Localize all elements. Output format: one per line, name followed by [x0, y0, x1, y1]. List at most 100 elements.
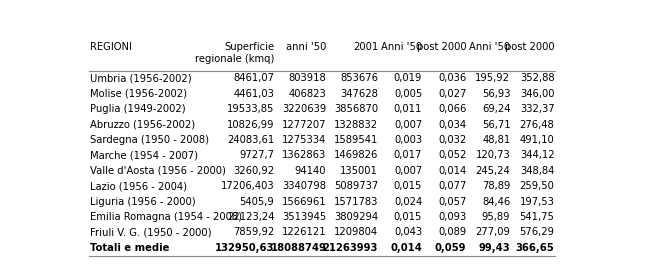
Text: 1226121: 1226121 [282, 227, 326, 237]
Text: 3260,92: 3260,92 [233, 166, 274, 176]
Text: 3856870: 3856870 [334, 104, 378, 114]
Text: 4461,03: 4461,03 [233, 89, 274, 99]
Text: Umbria (1956-2002): Umbria (1956-2002) [90, 73, 191, 83]
Text: 132950,63: 132950,63 [215, 243, 274, 253]
Text: 3220639: 3220639 [282, 104, 326, 114]
Text: 0,027: 0,027 [438, 89, 466, 99]
Text: Sardegna (1950 - 2008): Sardegna (1950 - 2008) [90, 135, 209, 145]
Text: 344,12: 344,12 [520, 150, 555, 160]
Text: 69,24: 69,24 [482, 104, 510, 114]
Text: 0,066: 0,066 [438, 104, 466, 114]
Text: 120,73: 120,73 [476, 150, 510, 160]
Text: 3809294: 3809294 [334, 212, 378, 222]
Text: 0,057: 0,057 [438, 197, 466, 207]
Text: 0,015: 0,015 [394, 181, 422, 191]
Text: 1275334: 1275334 [282, 135, 326, 145]
Text: 1277207: 1277207 [282, 119, 326, 130]
Text: 0,032: 0,032 [438, 135, 466, 145]
Text: 5089737: 5089737 [334, 181, 378, 191]
Text: Superficie
regionale (kmq): Superficie regionale (kmq) [195, 42, 274, 64]
Text: 22123,24: 22123,24 [227, 212, 274, 222]
Text: 21263993: 21263993 [322, 243, 378, 253]
Text: 0,024: 0,024 [394, 197, 422, 207]
Text: Liguria (1956 - 2000): Liguria (1956 - 2000) [90, 197, 195, 207]
Text: 0,007: 0,007 [394, 166, 422, 176]
Text: 491,10: 491,10 [520, 135, 555, 145]
Text: 18088749: 18088749 [270, 243, 326, 253]
Text: 0,043: 0,043 [394, 227, 422, 237]
Text: 48,81: 48,81 [482, 135, 510, 145]
Text: 576,29: 576,29 [519, 227, 555, 237]
Text: REGIONI: REGIONI [90, 42, 132, 52]
Text: Abruzzo (1956-2002): Abruzzo (1956-2002) [90, 119, 195, 130]
Text: 84,46: 84,46 [482, 197, 510, 207]
Text: 406823: 406823 [288, 89, 326, 99]
Text: 803918: 803918 [288, 73, 326, 83]
Text: 0,052: 0,052 [438, 150, 466, 160]
Text: Marche (1954 - 2007): Marche (1954 - 2007) [90, 150, 198, 160]
Text: 17206,403: 17206,403 [221, 181, 274, 191]
Text: post 2000: post 2000 [417, 42, 466, 52]
Text: Anni '50: Anni '50 [469, 42, 510, 52]
Text: 78,89: 78,89 [482, 181, 510, 191]
Text: 1469826: 1469826 [334, 150, 378, 160]
Text: 0,007: 0,007 [394, 119, 422, 130]
Text: 1566961: 1566961 [282, 197, 326, 207]
Text: 277,09: 277,09 [476, 227, 510, 237]
Text: 94140: 94140 [295, 166, 326, 176]
Text: 352,88: 352,88 [520, 73, 555, 83]
Text: Emilia Romagna (1954 - 2008): Emilia Romagna (1954 - 2008) [90, 212, 242, 222]
Text: Anni '50: Anni '50 [381, 42, 422, 52]
Text: Puglia (1949-2002): Puglia (1949-2002) [90, 104, 185, 114]
Text: 10826,99: 10826,99 [227, 119, 274, 130]
Text: 0,015: 0,015 [394, 212, 422, 222]
Text: Lazio (1956 - 2004): Lazio (1956 - 2004) [90, 181, 187, 191]
Text: 7859,92: 7859,92 [233, 227, 274, 237]
Text: anni '50: anni '50 [286, 42, 326, 52]
Text: 0,017: 0,017 [394, 150, 422, 160]
Text: 332,37: 332,37 [520, 104, 555, 114]
Text: 195,92: 195,92 [476, 73, 510, 83]
Text: 366,65: 366,65 [516, 243, 555, 253]
Text: 1328832: 1328832 [334, 119, 378, 130]
Text: 99,43: 99,43 [479, 243, 510, 253]
Text: 1209804: 1209804 [334, 227, 378, 237]
Text: 8461,07: 8461,07 [233, 73, 274, 83]
Text: 0,011: 0,011 [394, 104, 422, 114]
Text: 1571783: 1571783 [334, 197, 378, 207]
Text: 56,71: 56,71 [482, 119, 510, 130]
Text: 0,005: 0,005 [394, 89, 422, 99]
Text: 95,89: 95,89 [482, 212, 510, 222]
Text: 0,003: 0,003 [394, 135, 422, 145]
Text: 0,077: 0,077 [438, 181, 466, 191]
Text: Valle d'Aosta (1956 - 2000): Valle d'Aosta (1956 - 2000) [90, 166, 225, 176]
Text: 259,50: 259,50 [520, 181, 555, 191]
Text: 0,036: 0,036 [438, 73, 466, 83]
Text: Friuli V. G. (1950 - 2000): Friuli V. G. (1950 - 2000) [90, 227, 211, 237]
Text: 24083,61: 24083,61 [227, 135, 274, 145]
Text: 5405,9: 5405,9 [240, 197, 274, 207]
Text: 197,53: 197,53 [520, 197, 555, 207]
Text: 0,089: 0,089 [438, 227, 466, 237]
Text: 348,84: 348,84 [520, 166, 555, 176]
Text: 853676: 853676 [340, 73, 378, 83]
Text: 3513945: 3513945 [282, 212, 326, 222]
Text: 3340798: 3340798 [282, 181, 326, 191]
Text: 347628: 347628 [341, 89, 378, 99]
Text: 135001: 135001 [341, 166, 378, 176]
Text: post 2000: post 2000 [505, 42, 555, 52]
Text: 56,93: 56,93 [482, 89, 510, 99]
Text: 0,059: 0,059 [435, 243, 466, 253]
Text: 2001: 2001 [353, 42, 378, 52]
Text: 0,014: 0,014 [390, 243, 422, 253]
Text: Molise (1956-2002): Molise (1956-2002) [90, 89, 187, 99]
Text: 9727,7: 9727,7 [240, 150, 274, 160]
Text: 0,093: 0,093 [438, 212, 466, 222]
Text: 1362863: 1362863 [282, 150, 326, 160]
Text: 541,75: 541,75 [520, 212, 555, 222]
Text: 0,019: 0,019 [394, 73, 422, 83]
Text: 276,48: 276,48 [520, 119, 555, 130]
Text: 245,24: 245,24 [476, 166, 510, 176]
Text: 0,014: 0,014 [438, 166, 466, 176]
Text: 19533,85: 19533,85 [227, 104, 274, 114]
